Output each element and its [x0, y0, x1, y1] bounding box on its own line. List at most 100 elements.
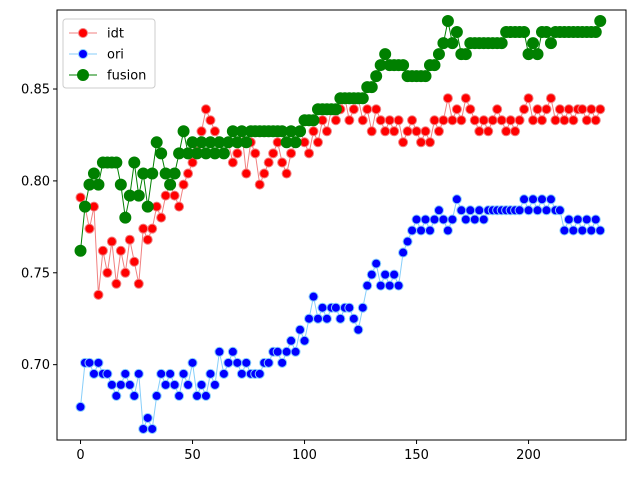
data-point-ori — [241, 357, 252, 368]
data-point-idt — [147, 223, 158, 234]
data-point-fusion — [379, 48, 392, 61]
data-point-ori — [554, 205, 565, 216]
data-point-idt — [389, 126, 400, 137]
data-point-idt — [456, 115, 467, 126]
data-point-idt — [563, 104, 574, 115]
data-point-fusion — [432, 48, 445, 61]
data-point-ori — [88, 368, 99, 379]
data-point-ori — [299, 335, 310, 346]
data-point-idt — [416, 137, 427, 148]
legend-marker — [78, 49, 88, 59]
data-point-fusion — [114, 178, 127, 191]
data-point-idt — [124, 234, 135, 245]
data-point-ori — [187, 357, 198, 368]
data-point-ori — [277, 357, 288, 368]
data-point-idt — [138, 223, 149, 234]
data-point-fusion — [141, 200, 154, 213]
data-point-fusion — [428, 59, 441, 72]
data-point-idt — [227, 157, 238, 168]
data-point-idt — [492, 104, 503, 115]
data-point-ori — [321, 313, 332, 324]
data-point-ori — [393, 280, 404, 291]
data-point-fusion — [370, 70, 383, 83]
data-point-ori — [178, 368, 189, 379]
data-point-idt — [304, 148, 315, 159]
data-point-idt — [75, 192, 86, 203]
data-point-idt — [348, 104, 359, 115]
data-point-idt — [156, 212, 167, 223]
data-point-idt — [519, 104, 530, 115]
data-point-ori — [362, 280, 373, 291]
data-point-idt — [115, 245, 126, 256]
data-point-ori — [402, 236, 413, 247]
data-point-fusion — [87, 167, 100, 180]
data-point-ori — [272, 346, 283, 357]
data-point-idt — [268, 148, 279, 159]
data-point-ori — [465, 205, 476, 216]
data-point-fusion — [446, 37, 459, 50]
data-point-ori — [196, 379, 207, 390]
data-point-idt — [438, 115, 449, 126]
data-point-ori — [389, 269, 400, 280]
data-point-ori — [312, 313, 323, 324]
data-point-fusion — [531, 48, 544, 61]
data-point-ori — [317, 302, 328, 313]
data-point-idt — [160, 190, 171, 201]
data-point-fusion — [329, 103, 342, 116]
data-point-fusion — [397, 59, 410, 72]
data-point-idt — [111, 278, 122, 289]
data-point-ori — [236, 368, 247, 379]
data-point-idt — [541, 104, 552, 115]
data-point-idt — [362, 104, 373, 115]
data-point-idt — [550, 115, 561, 126]
data-point-idt — [411, 126, 422, 137]
data-point-fusion — [294, 125, 307, 138]
y-tick-label: 0.80 — [21, 174, 50, 189]
data-point-idt — [545, 93, 556, 104]
data-point-ori — [232, 357, 243, 368]
data-point-ori — [254, 368, 265, 379]
data-point-ori — [442, 225, 453, 236]
legend-marker — [77, 69, 89, 81]
data-point-fusion — [495, 37, 508, 50]
data-point-idt — [174, 201, 185, 212]
data-point-ori — [214, 346, 225, 357]
data-point-idt — [469, 115, 480, 126]
data-point-ori — [281, 346, 292, 357]
data-point-idt — [263, 157, 274, 168]
data-point-ori — [559, 225, 570, 236]
data-point-ori — [478, 214, 489, 225]
data-point-ori — [160, 379, 171, 390]
data-point-ori — [433, 205, 444, 216]
data-point-ori — [581, 214, 592, 225]
data-point-ori — [460, 214, 471, 225]
data-point-ori — [84, 357, 95, 368]
data-point-ori — [263, 357, 274, 368]
data-point-ori — [353, 324, 364, 335]
data-point-fusion — [307, 114, 320, 127]
legend-entry-ori: ori — [69, 48, 124, 63]
data-point-idt — [474, 126, 485, 137]
data-point-fusion — [110, 156, 123, 169]
data-point-ori — [227, 346, 238, 357]
data-point-fusion — [356, 92, 369, 105]
data-point-idt — [483, 126, 494, 137]
data-point-idt — [384, 115, 395, 126]
data-point-idt — [281, 168, 292, 179]
data-point-ori — [590, 214, 601, 225]
data-point-ori — [577, 225, 588, 236]
data-point-idt — [169, 190, 180, 201]
data-point-ori — [93, 357, 104, 368]
data-point-fusion — [128, 156, 141, 169]
data-point-fusion — [92, 178, 105, 191]
data-point-idt — [586, 104, 597, 115]
data-point-ori — [304, 313, 315, 324]
data-point-idt — [433, 126, 444, 137]
data-point-ori — [147, 423, 158, 434]
data-point-ori — [416, 225, 427, 236]
data-point-ori — [142, 412, 153, 423]
x-tick-label: 200 — [516, 448, 541, 463]
data-point-ori — [519, 194, 530, 205]
data-point-ori — [209, 379, 220, 390]
